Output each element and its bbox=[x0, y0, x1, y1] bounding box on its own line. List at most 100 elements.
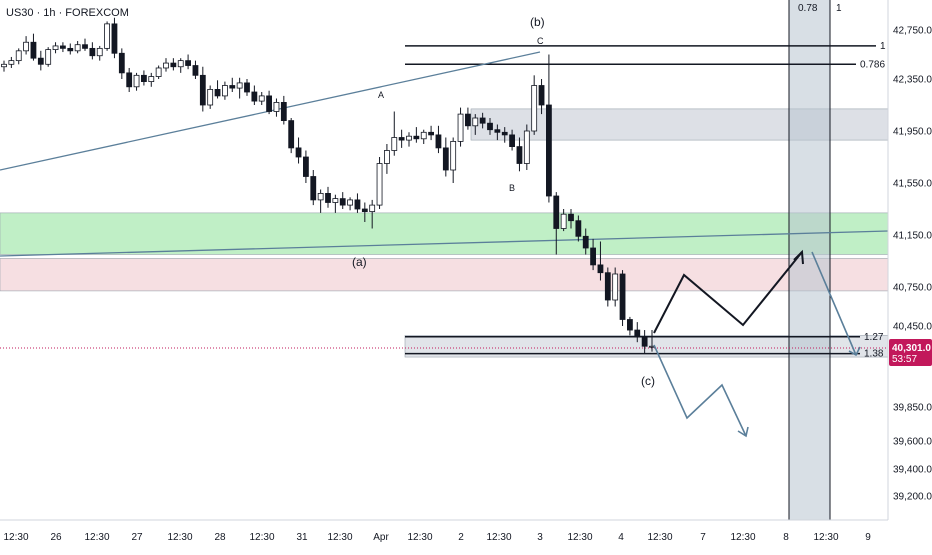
candle-body bbox=[420, 131, 427, 140]
candle-body bbox=[280, 102, 287, 122]
wave-label: (a) bbox=[352, 255, 367, 269]
y-tick-label: 39,850.0 bbox=[893, 403, 932, 414]
y-tick-label: 39,200.0 bbox=[893, 492, 932, 503]
bearish-projection-path bbox=[653, 344, 747, 437]
candle-body bbox=[413, 135, 420, 140]
fib-level-label: 1 bbox=[880, 41, 886, 52]
y-tick-label: 40,450.0 bbox=[893, 322, 932, 333]
x-tick-label: 12:30 bbox=[567, 532, 592, 543]
candle-body bbox=[465, 113, 471, 127]
candle-body bbox=[67, 47, 74, 52]
target-arrowhead bbox=[848, 346, 861, 357]
candle-body bbox=[229, 85, 236, 89]
candle-body bbox=[45, 49, 52, 65]
candle-body bbox=[303, 156, 309, 177]
fib-level-label: 0.786 bbox=[860, 59, 885, 70]
candle-body bbox=[23, 41, 29, 52]
chart-title: US30 · 1h · FOREXCOM bbox=[6, 7, 129, 19]
candle-body bbox=[332, 198, 339, 203]
x-tick-label: 12:30 bbox=[647, 532, 672, 543]
x-tick-label: 12:30 bbox=[730, 532, 755, 543]
candle-body bbox=[627, 319, 633, 331]
candle-body bbox=[52, 45, 59, 50]
y-tick-label: 41,550.0 bbox=[893, 179, 932, 190]
bearish-arrowhead bbox=[737, 426, 749, 438]
candle-body bbox=[60, 45, 66, 49]
last-price-countdown: 53:57 bbox=[892, 354, 917, 365]
candle-body bbox=[295, 147, 302, 158]
x-tick-label: 12:30 bbox=[167, 532, 192, 543]
candle-body bbox=[273, 102, 280, 112]
x-tick-label: 31 bbox=[296, 532, 308, 543]
trendline-lower bbox=[0, 230, 889, 257]
candle-body bbox=[487, 122, 493, 131]
annotations-layer: (b) C A B (a) (c) bbox=[352, 15, 861, 438]
candle-body bbox=[89, 47, 96, 57]
candle-body bbox=[347, 199, 353, 206]
x-tick-label: 3 bbox=[537, 532, 543, 543]
bullish-arrowhead bbox=[793, 249, 804, 265]
wave-label: C bbox=[537, 36, 544, 46]
candles-layer bbox=[1, 17, 655, 353]
candle-body bbox=[1, 63, 7, 68]
candle-body bbox=[582, 235, 589, 249]
candle-body bbox=[479, 117, 486, 124]
candle-body bbox=[457, 113, 464, 142]
candle-body bbox=[177, 60, 184, 68]
target-projection-path bbox=[811, 251, 857, 356]
candle-body bbox=[494, 129, 501, 133]
candle-body bbox=[148, 76, 155, 83]
candle-body bbox=[236, 82, 243, 89]
candle-body bbox=[214, 89, 221, 97]
candle-body bbox=[369, 204, 376, 213]
levels-layer: 1 0.786 1.27 1.38 bbox=[0, 41, 889, 360]
time-axis-bg bbox=[0, 520, 932, 550]
x-tick-label: 2 bbox=[458, 532, 464, 543]
x-tick-label: 8 bbox=[783, 532, 789, 543]
y-tick-label: 42,350.0 bbox=[893, 75, 932, 86]
zones-layer bbox=[0, 108, 889, 358]
y-tick-label: 41,150.0 bbox=[893, 231, 932, 242]
bullish-projection-path bbox=[653, 251, 803, 334]
x-tick-label: 28 bbox=[214, 532, 226, 543]
green-zone bbox=[0, 212, 889, 255]
x-tick-label: 12:30 bbox=[407, 532, 432, 543]
x-tick-label: 12:30 bbox=[3, 532, 28, 543]
candle-body bbox=[258, 95, 265, 102]
candle-body bbox=[325, 192, 331, 203]
candle-body bbox=[339, 198, 346, 206]
candle-body bbox=[133, 74, 140, 88]
candle-body bbox=[442, 147, 449, 171]
candle-body bbox=[597, 264, 604, 274]
wave-label: B bbox=[509, 183, 515, 193]
candle-body bbox=[310, 176, 317, 201]
candle-body bbox=[104, 23, 110, 49]
candle-body bbox=[575, 220, 582, 237]
x-tick-label: 27 bbox=[131, 532, 143, 543]
candle-body bbox=[619, 273, 626, 320]
last-price-value: 40,301.0 bbox=[892, 343, 931, 354]
candle-body bbox=[516, 146, 523, 164]
y-tick-label: 41,950.0 bbox=[893, 127, 932, 138]
x-tick-label: 9 bbox=[865, 532, 871, 543]
x-tick-label: 12:30 bbox=[84, 532, 109, 543]
wave-label: (c) bbox=[641, 374, 655, 388]
x-tick-label: 4 bbox=[618, 532, 624, 543]
candle-body bbox=[546, 104, 552, 197]
x-tick-label: 12:30 bbox=[327, 532, 352, 543]
candle-body bbox=[170, 62, 177, 68]
candle-body bbox=[185, 60, 191, 66]
candle-body bbox=[568, 213, 574, 222]
candle-body bbox=[531, 85, 538, 132]
x-tick-label: 26 bbox=[50, 532, 62, 543]
candle-body bbox=[118, 52, 125, 74]
red-zone bbox=[0, 258, 889, 292]
candle-body bbox=[450, 140, 457, 171]
candle-body bbox=[501, 131, 508, 136]
candle-body bbox=[111, 23, 118, 54]
candle-body bbox=[649, 345, 655, 348]
candle-body bbox=[604, 272, 611, 301]
